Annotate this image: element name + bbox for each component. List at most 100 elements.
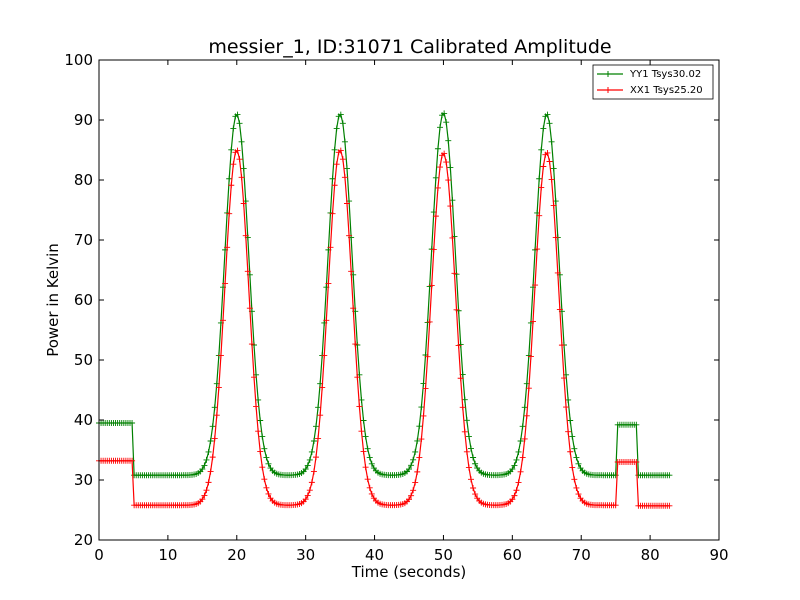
data-point-marker: [513, 487, 520, 494]
data-point-marker: [565, 428, 572, 435]
y-tick-label: 90: [74, 111, 93, 129]
data-point-marker: [366, 454, 373, 461]
data-point-marker: [240, 165, 247, 172]
data-point-marker: [536, 212, 543, 219]
y-tick-label: 100: [64, 51, 93, 69]
data-point-marker: [329, 175, 336, 182]
data-point-marker: [509, 466, 516, 473]
data-point-marker: [368, 460, 375, 467]
data-point-marker: [633, 459, 640, 465]
x-tick-label: 30: [296, 546, 315, 564]
data-point-marker: [532, 282, 539, 289]
data-point-marker: [428, 282, 435, 289]
data-point-marker: [437, 124, 443, 131]
data-point-marker: [511, 462, 518, 469]
data-point-marker: [408, 492, 415, 499]
data-point-marker: [265, 460, 272, 467]
data-point-marker: [666, 472, 673, 479]
data-point-marker: [203, 456, 210, 463]
x-axis-label: Time (seconds): [351, 563, 467, 581]
data-point-marker: [246, 305, 253, 312]
data-point-marker: [238, 174, 245, 181]
data-point-marker: [263, 454, 270, 461]
data-point-marker: [546, 158, 553, 165]
data-point-marker: [302, 466, 309, 473]
data-point-marker: [354, 374, 361, 381]
data-point-marker: [412, 448, 419, 455]
data-point-marker: [575, 491, 582, 498]
data-point-marker: [224, 244, 231, 251]
data-point-marker: [337, 147, 344, 154]
data-point-marker: [317, 412, 324, 419]
data-point-marker: [523, 412, 530, 419]
data-point-marker: [536, 175, 543, 182]
data-point-marker: [447, 203, 454, 210]
data-point-marker: [569, 433, 576, 440]
data-point-marker: [563, 404, 570, 411]
data-point-marker: [445, 177, 452, 184]
data-point-marker: [341, 174, 348, 181]
data-point-marker: [443, 159, 450, 166]
data-point-marker: [203, 487, 210, 494]
data-point-marker: [263, 484, 270, 491]
data-point-marker: [209, 423, 216, 430]
legend-entry-yy1: YY1 Tsys30.02: [597, 69, 701, 80]
data-point-marker: [325, 280, 332, 287]
data-point-marker: [306, 487, 313, 494]
data-point-marker: [420, 412, 427, 419]
data-point-marker: [230, 125, 237, 132]
y-axis: 20 30 40 50 60 70 80 90 100: [64, 51, 719, 549]
legend-entry-xx1: XX1 Tsys25.20: [597, 85, 703, 96]
data-point-marker: [315, 435, 322, 442]
data-point-marker: [414, 468, 421, 475]
data-point-marker: [238, 138, 245, 145]
data-point-marker: [248, 341, 255, 348]
x-tick-label: 50: [434, 546, 453, 564]
data-point-marker: [406, 466, 412, 473]
data-point-marker: [362, 464, 369, 471]
data-point-marker: [509, 496, 516, 503]
data-point-marker: [333, 125, 340, 132]
data-point-marker: [348, 268, 355, 275]
data-point-marker: [333, 161, 340, 168]
data-point-marker: [321, 352, 328, 359]
data-point-marker: [550, 165, 557, 172]
x-tick-label: 70: [572, 546, 591, 564]
data-point-marker: [416, 423, 423, 430]
data-point-marker: [424, 353, 431, 360]
data-point-marker: [525, 385, 532, 392]
data-point-marker: [463, 417, 470, 424]
data-point-marker: [331, 146, 338, 153]
x-axis: 0 10 20 30 40 50 60 70 80 90: [94, 60, 729, 564]
x-tick-label: 40: [365, 546, 384, 564]
data-point-marker: [360, 448, 367, 455]
data-point-marker: [259, 464, 266, 471]
data-point-marker: [242, 232, 249, 239]
data-point-marker: [521, 435, 528, 442]
data-point-marker: [472, 491, 479, 498]
data-point-marker: [571, 445, 578, 452]
data-point-marker: [368, 490, 375, 497]
data-point-marker: [612, 502, 619, 509]
data-point-marker: [201, 462, 208, 469]
data-point-marker: [412, 479, 419, 486]
data-point-marker: [331, 182, 338, 189]
data-point-marker: [633, 421, 640, 428]
data-point-marker: [251, 374, 257, 381]
data-point-marker: [356, 403, 363, 410]
data-point-marker: [207, 468, 214, 475]
data-point-marker: [445, 137, 452, 144]
data-point-marker: [468, 445, 474, 452]
data-point-marker: [339, 120, 346, 127]
data-point-marker: [406, 496, 412, 503]
data-point-marker: [513, 456, 520, 463]
data-point-marker: [521, 404, 528, 411]
data-point-marker: [329, 210, 336, 217]
data-point-marker: [346, 232, 353, 239]
data-point-marker: [228, 146, 235, 153]
y-tick-label: 80: [74, 171, 93, 189]
data-point-marker: [515, 448, 522, 455]
data-point-marker: [236, 120, 243, 127]
data-point-marker: [213, 412, 220, 419]
